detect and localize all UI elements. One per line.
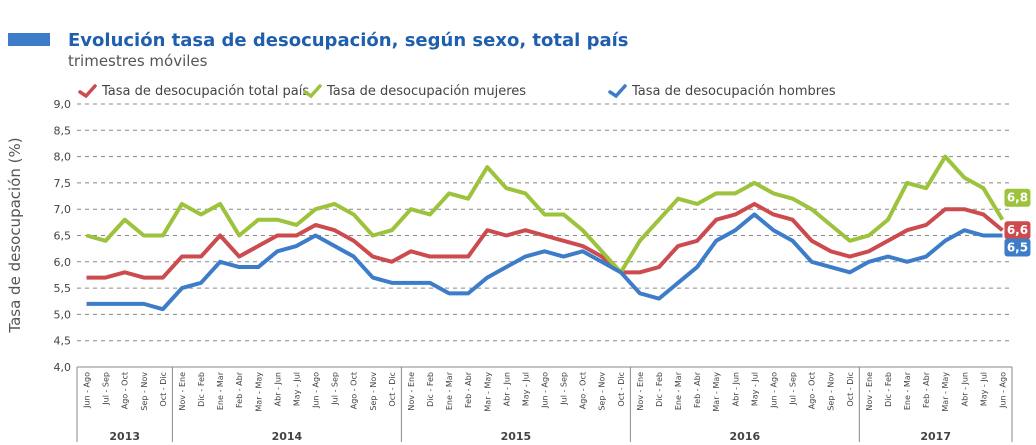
- x-tick-label: May - Jul: [521, 372, 530, 406]
- x-tick-label: Mar - May: [712, 372, 721, 412]
- x-tick-label: Jul - Sep: [560, 372, 569, 406]
- legend-label: Tasa de desocupación total país: [101, 84, 309, 99]
- legend-label: Tasa de desocupación mujeres: [326, 84, 526, 99]
- chart-title: Evolución tasa de desocupación, según se…: [68, 30, 629, 51]
- x-tick-label: Dic - Feb: [655, 372, 664, 407]
- x-tick-label: Ene - Mar: [216, 371, 225, 410]
- x-tick-label: Ene - Mar: [445, 371, 454, 410]
- x-tick-label: May - Jul: [750, 372, 759, 406]
- end-label: 6,8: [1007, 191, 1028, 205]
- x-tick-label: Ago - Oct: [121, 372, 130, 409]
- year-label: 2017: [920, 430, 951, 443]
- x-tick-label: May - Jul: [292, 372, 301, 406]
- year-label: 2013: [109, 430, 140, 443]
- y-axis-label: Tasa de desocupación (%): [6, 137, 24, 333]
- y-tick-label: 8,5: [54, 124, 72, 137]
- x-tick-label: Mar - May: [941, 372, 950, 412]
- x-tick-label: Jul - Sep: [789, 372, 798, 406]
- legend-swatch: [78, 84, 97, 99]
- y-tick-label: 4,5: [54, 335, 72, 348]
- end-label-box: [1004, 221, 1031, 240]
- legend-label: Tasa de desocupación hombres: [631, 84, 836, 99]
- x-tick-label: Sep - Nov: [598, 372, 607, 411]
- y-tick-label: 7,0: [54, 203, 72, 216]
- title-bar: [8, 33, 50, 46]
- end-label-box: [1004, 188, 1031, 207]
- x-tick-label: Nov - Ene: [407, 372, 416, 411]
- year-label: 2016: [730, 430, 761, 443]
- x-tick-label: Jun - Ago: [998, 372, 1007, 409]
- x-tick-label: Mar - May: [483, 372, 492, 412]
- x-tick-label: Feb - Abr: [693, 371, 702, 408]
- x-tick-label: Jun - Ago: [312, 372, 321, 409]
- series-line: [86, 212, 1003, 312]
- x-tick-label: Oct - Dic: [846, 372, 855, 407]
- y-tick-label: 8,0: [54, 151, 72, 164]
- x-tick-label: Nov - Ene: [178, 372, 187, 411]
- x-tick-label: Dic - Feb: [197, 372, 206, 407]
- year-label: 2015: [501, 430, 532, 443]
- x-tick-label: Dic - Feb: [884, 372, 893, 407]
- y-tick-label: 7,5: [54, 177, 72, 190]
- chart-subtitle: trimestres móviles: [68, 52, 208, 70]
- y-tick-label: 5,5: [54, 282, 72, 295]
- end-label-box: [1004, 238, 1031, 257]
- x-tick-label: Abr - Jun: [731, 372, 740, 406]
- year-label: 2014: [272, 430, 303, 443]
- x-tick-label: Ago - Oct: [350, 372, 359, 409]
- x-tick-label: Abr - Jun: [960, 372, 969, 406]
- legend-swatch: [608, 84, 627, 99]
- x-tick-label: Oct - Dic: [159, 372, 168, 407]
- series-line: [86, 154, 1005, 275]
- y-tick-label: 6,0: [54, 256, 72, 269]
- series-line: [86, 201, 1004, 280]
- x-tick-label: Sep - Nov: [827, 372, 836, 411]
- x-tick-label: Jun - Ago: [769, 372, 778, 409]
- legend-swatch: [303, 84, 322, 99]
- x-tick-label: Jul - Sep: [102, 372, 111, 406]
- x-tick-label: Nov - Ene: [636, 372, 645, 411]
- end-label: 6,5: [1007, 241, 1028, 255]
- y-tick-label: 9,0: [54, 98, 72, 111]
- y-tick-label: 4,0: [54, 361, 72, 374]
- x-tick-label: Feb - Abr: [235, 371, 244, 408]
- x-tick-label: Oct - Dic: [617, 372, 626, 407]
- end-label: 6,6: [1007, 223, 1028, 237]
- x-tick-label: Abr - Jun: [273, 372, 282, 406]
- x-tick-label: Sep - Nov: [140, 372, 149, 411]
- x-tick-label: Abr - Jun: [502, 372, 511, 406]
- x-tick-label: Feb - Abr: [464, 371, 473, 408]
- x-tick-label: Jun - Ago: [541, 372, 550, 409]
- x-tick-label: Dic - Feb: [426, 372, 435, 407]
- x-tick-label: May - Jul: [979, 372, 988, 406]
- x-tick-label: Sep - Nov: [369, 372, 378, 411]
- x-tick-label: Ene - Mar: [903, 371, 912, 410]
- x-tick-label: Jul - Sep: [331, 372, 340, 406]
- x-tick-label: Ago - Oct: [808, 372, 817, 409]
- y-tick-label: 6,5: [54, 230, 72, 243]
- x-tick-label: Ago - Oct: [579, 372, 588, 409]
- x-tick-label: Nov - Ene: [865, 372, 874, 411]
- y-tick-label: 5,0: [54, 308, 72, 321]
- x-tick-label: Jun - Ago: [83, 372, 92, 409]
- x-tick-label: Feb - Abr: [922, 371, 931, 408]
- x-tick-label: Oct - Dic: [388, 372, 397, 407]
- x-tick-label: Ene - Mar: [674, 371, 683, 410]
- x-tick-label: Mar - May: [254, 372, 263, 412]
